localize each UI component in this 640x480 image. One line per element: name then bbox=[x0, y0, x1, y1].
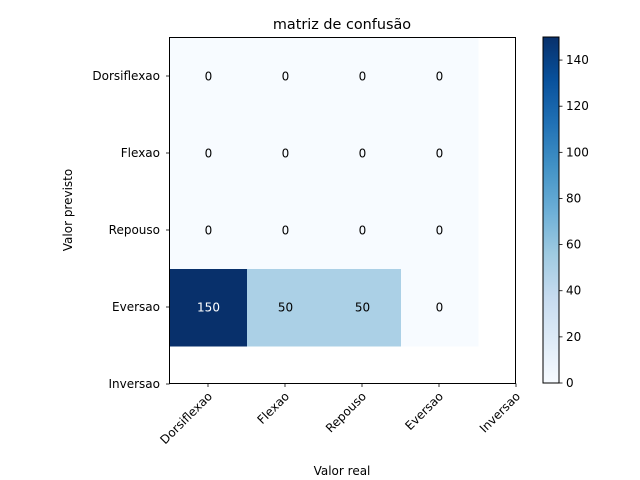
cell-value-label: 0 bbox=[205, 70, 213, 84]
x-tick-label: Inversao bbox=[477, 389, 523, 435]
cell-value-label: 0 bbox=[205, 147, 213, 161]
cell-value-label: 0 bbox=[282, 224, 290, 238]
x-axis-label: Valor real bbox=[314, 464, 371, 478]
cell-value-label: 0 bbox=[436, 147, 444, 161]
heatmap-cell bbox=[247, 192, 325, 270]
cell-value-label: 50 bbox=[278, 301, 293, 315]
cell-value-label: 0 bbox=[359, 70, 367, 84]
x-axis-ticks: Dorsiflexao Flexao Repouso Eversao Inversao bbox=[157, 383, 523, 447]
heatmap-cell bbox=[401, 38, 479, 116]
heatmap-cell bbox=[324, 269, 402, 347]
heatmap-cell bbox=[170, 38, 248, 116]
chart-title: matriz de confusão bbox=[273, 17, 411, 33]
colorbar-tick-label: 40 bbox=[566, 284, 581, 298]
y-axis-label: Valor previsto bbox=[61, 169, 75, 251]
heatmap-cell bbox=[247, 269, 325, 347]
colorbar-tick-label: 100 bbox=[566, 145, 589, 159]
heatmap-cell bbox=[170, 192, 248, 270]
heatmap-cell bbox=[401, 115, 479, 193]
colorbar-tick-label: 140 bbox=[566, 53, 589, 67]
colorbar-tick-label: 0 bbox=[566, 376, 574, 390]
heatmap-cell bbox=[401, 192, 479, 270]
cell-value-label: 0 bbox=[205, 224, 213, 238]
heatmap-cell bbox=[170, 269, 248, 347]
colorbar-tick-label: 20 bbox=[566, 330, 581, 344]
colorbar bbox=[542, 36, 560, 384]
cell-value-label: 0 bbox=[282, 70, 290, 84]
x-tick-label: Dorsiflexao bbox=[157, 389, 215, 447]
y-tick-label: Inversao bbox=[108, 377, 160, 391]
colorbar-ticks: 0 20 40 60 80 100 120 140 bbox=[559, 53, 589, 390]
colorbar-tick-label: 80 bbox=[566, 191, 581, 205]
cell-value-label: 0 bbox=[436, 301, 444, 315]
y-tick-label: Dorsiflexao bbox=[92, 69, 160, 83]
cell-value-label: 0 bbox=[282, 147, 290, 161]
cell-value-label: 0 bbox=[359, 147, 367, 161]
colorbar-tick-label: 120 bbox=[566, 99, 589, 113]
y-tick-label: Eversao bbox=[112, 300, 160, 314]
cell-value-label: 0 bbox=[436, 70, 444, 84]
cell-value-label: 0 bbox=[436, 224, 444, 238]
plot-frame bbox=[169, 37, 516, 384]
cell-value-label: 50 bbox=[355, 301, 370, 315]
heatmap-cell bbox=[170, 115, 248, 193]
y-tick-label: Flexao bbox=[121, 146, 160, 160]
x-tick-label: Flexao bbox=[254, 389, 292, 427]
heatmap-cell bbox=[247, 38, 325, 116]
heatmap-cells bbox=[170, 38, 479, 347]
heatmap-cell bbox=[324, 115, 402, 193]
heatmap-cell bbox=[401, 269, 479, 347]
heatmap-cell bbox=[247, 115, 325, 193]
y-tick-label: Repouso bbox=[109, 223, 160, 237]
heatmap-cell-labels: 0 0 0 0 0 0 0 0 0 0 0 0 150 50 50 0 bbox=[197, 70, 443, 315]
cell-value-label: 150 bbox=[197, 301, 220, 315]
x-tick-label: Eversao bbox=[402, 389, 446, 433]
cell-value-label: 0 bbox=[359, 224, 367, 238]
colorbar-tick-label: 60 bbox=[566, 238, 581, 252]
heatmap-cell bbox=[324, 38, 402, 116]
heatmap-cell bbox=[324, 192, 402, 270]
x-tick-label: Repouso bbox=[323, 389, 369, 435]
y-axis-ticks: Dorsiflexao Flexao Repouso Eversao Inversao bbox=[92, 69, 170, 391]
